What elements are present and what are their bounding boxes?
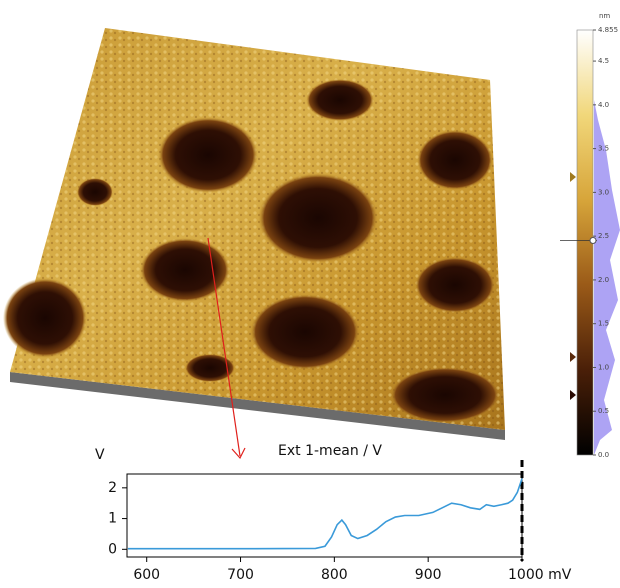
scale-tick-label: 1.0: [598, 363, 609, 371]
cursor: [590, 238, 596, 244]
page: {"chart_data": [ {"type": "line", "title…: [0, 0, 620, 588]
data-line: [128, 479, 522, 549]
chart-title: Ext 1-mean / V: [278, 443, 382, 459]
x-tick-label: 1000 mV: [508, 567, 572, 583]
scale-tick-label: 4.0: [598, 101, 609, 109]
scale-tick-label: 2.5: [598, 232, 609, 240]
color-scale: nm 0.0 0.5 1.0 1.5 2.0 2.5 3.0 3.5 4.0 4.5 4.855: [560, 12, 620, 459]
y-tick-label: 1: [108, 511, 117, 527]
y-tick-label: 2: [108, 480, 117, 496]
y-axis-label: V: [95, 447, 105, 463]
scale-tick-label: 4.855: [598, 26, 618, 34]
x-tick-label: 600: [133, 567, 160, 583]
plot-frame: [127, 474, 522, 557]
scale-tick-label: 0.0: [598, 451, 609, 459]
unit-label: nm: [599, 12, 610, 20]
figure: nm 0.0 0.5 1.0 1.5 2.0 2.5 3.0 3.5 4.0 4.5 4.855 Ex…: [0, 0, 620, 588]
scale-tick-label: 3.0: [598, 188, 609, 196]
scale-tick-label: 2.0: [598, 276, 609, 284]
scale-tick-label: 3.5: [598, 145, 609, 153]
x-tick-label: 800: [321, 567, 348, 583]
x-tick-label: 700: [227, 567, 254, 583]
scale-tick-label: 1.5: [598, 320, 609, 328]
x-tick-label: 900: [415, 567, 442, 583]
y-tick-label: 0: [108, 541, 117, 557]
scale-tick-label: 4.5: [598, 57, 609, 65]
afm-surface: [3, 28, 505, 458]
scale-tick-label: 0.5: [598, 407, 609, 415]
